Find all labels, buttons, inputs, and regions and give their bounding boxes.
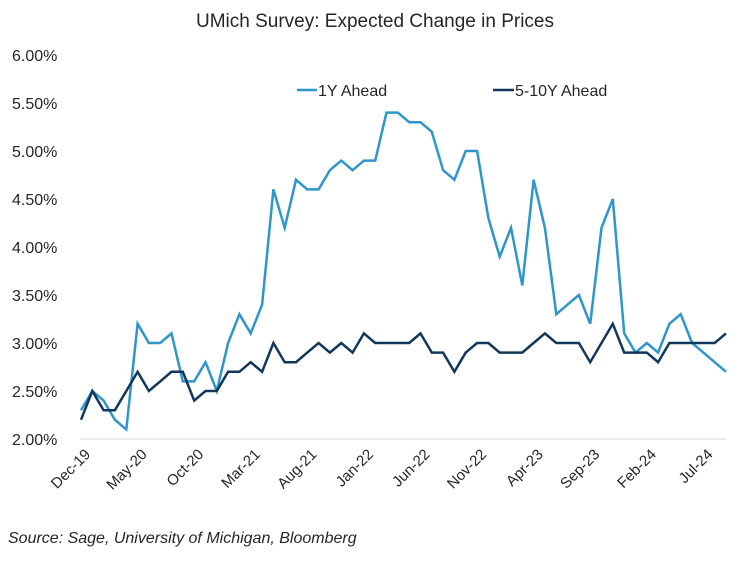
- y-axis: 2.00% 2.50% 3.00% 3.50% 4.00% 4.50% 5.00% 5.50%…: [12, 48, 57, 449]
- source-note: Source: Sage, University of Michigan, Bl…: [8, 530, 357, 547]
- y-tick-label: 3.50%: [12, 288, 57, 305]
- legend-label-1y-ahead: 1Y Ahead: [318, 83, 387, 100]
- y-tick-label: 4.50%: [12, 192, 57, 209]
- series-line-5-10y-ahead: [79, 320, 727, 421]
- x-tick-label: Dec-19: [48, 446, 94, 492]
- x-tick-label: Apr-23: [503, 446, 547, 490]
- y-tick-label: 5.50%: [12, 96, 57, 113]
- legend: 1Y Ahead 5-10Y Ahead: [297, 83, 607, 100]
- x-tick-label: May-20: [103, 446, 150, 493]
- chart: UMich Survey: Expected Change in Prices …: [12, 11, 727, 493]
- x-tick-label: Jan-22: [333, 446, 377, 490]
- x-tick-label: Feb-24: [614, 446, 660, 492]
- x-tick-label: Aug-21: [274, 446, 320, 492]
- x-tick-label: Nov-22: [444, 446, 490, 492]
- chart-title: UMich Survey: Expected Change in Prices: [196, 11, 554, 32]
- y-tick-label: 5.00%: [12, 144, 57, 161]
- x-tick-label: Mar-21: [218, 446, 264, 492]
- series-group: [79, 111, 727, 432]
- x-tick-label: Jul-24: [676, 446, 717, 487]
- y-tick-label: 6.00%: [12, 48, 57, 65]
- y-tick-label: 3.00%: [12, 336, 57, 353]
- series-line-1y-ahead: [79, 111, 727, 432]
- x-tick-label: Sep-23: [557, 446, 603, 492]
- y-tick-label: 4.00%: [12, 240, 57, 257]
- x-tick-label: Jun-22: [389, 446, 433, 490]
- y-tick-label: 2.50%: [12, 384, 57, 401]
- x-axis: Dec-19 May-20 Oct-20 Mar-21 Aug-21 Jan-22 Jun-…: [48, 446, 717, 493]
- legend-label-5-10y-ahead: 5-10Y Ahead: [515, 83, 607, 100]
- y-tick-label: 2.00%: [12, 432, 57, 449]
- x-tick-label: Oct-20: [163, 446, 207, 490]
